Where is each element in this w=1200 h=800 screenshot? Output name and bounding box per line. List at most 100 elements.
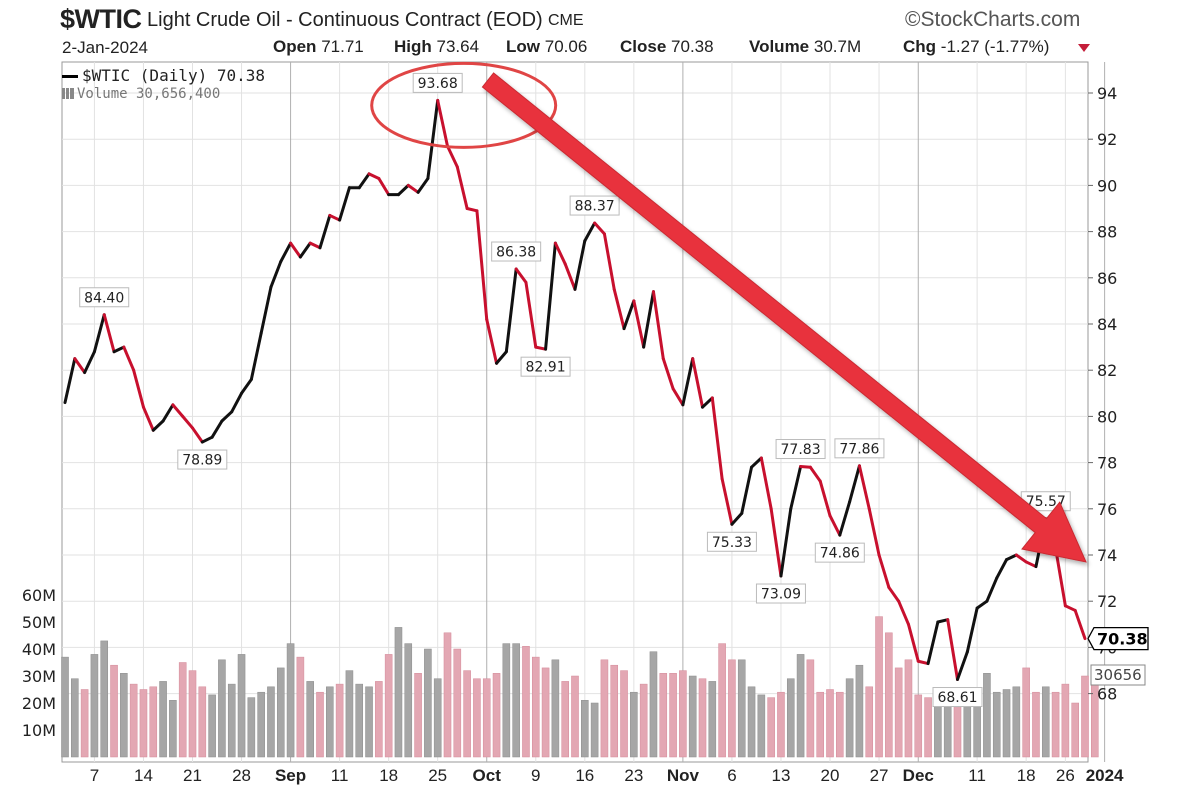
brand-logo[interactable]: ©StockCharts.com <box>905 8 1081 31</box>
x-tick-label: Nov <box>667 766 700 785</box>
x-tick-label: 28 <box>232 766 251 785</box>
price-segment <box>338 186 351 222</box>
x-tick-label: 21 <box>183 766 202 785</box>
price-label-text: 77.86 <box>839 441 879 457</box>
price-segment <box>240 377 253 395</box>
axes: 687072747678808284868890929410M20M30M40M… <box>22 84 1149 785</box>
peak-highlight-circle <box>370 61 558 149</box>
volume-bar <box>355 683 364 758</box>
price-label-text: 75.57 <box>1026 494 1066 510</box>
price-segment <box>926 620 940 666</box>
price-tick-label: 92 <box>1097 130 1117 149</box>
price-segment <box>504 267 518 354</box>
volume-bar <box>159 681 167 758</box>
volume-bar <box>424 648 432 758</box>
price-segment <box>318 213 332 250</box>
price-segment <box>377 176 391 197</box>
price-segment <box>661 357 675 391</box>
price-label-text: 75.33 <box>712 535 752 551</box>
volume-bar <box>473 678 481 758</box>
volume-bar <box>875 616 883 758</box>
price-segment <box>465 207 479 213</box>
price-segment <box>701 396 714 409</box>
price-segment <box>779 507 793 578</box>
volume-bar <box>1032 691 1040 758</box>
volume-bar <box>531 656 540 758</box>
price-label: 88.37 <box>569 195 620 216</box>
price-label: 93.68 <box>412 72 463 93</box>
x-tick-label: 6 <box>727 766 736 785</box>
price-label-box <box>79 287 130 308</box>
symbol-title: $WTIC <box>60 4 142 34</box>
volume-bar <box>826 689 834 758</box>
price-label-box <box>520 356 571 377</box>
volume-tick-label: 60M <box>22 586 56 605</box>
volume-bar <box>757 694 766 758</box>
volume-bar <box>384 654 393 758</box>
x-tick-label: 27 <box>870 766 889 785</box>
volume-bar <box>433 678 442 758</box>
price-segment <box>808 465 822 483</box>
low-value: 70.06 <box>544 37 588 56</box>
downtrend-arrow <box>481 72 1087 563</box>
volume-bar <box>139 689 148 758</box>
price-segment <box>83 350 96 375</box>
low-label: Low <box>506 37 540 56</box>
price-segment <box>671 387 685 407</box>
volume-bar <box>541 667 550 758</box>
price-segment <box>563 262 577 291</box>
price-label-text: 88.37 <box>575 199 615 215</box>
price-segment <box>426 98 440 180</box>
exchange-label: CME <box>548 12 584 29</box>
x-tick-label: 20 <box>821 766 840 785</box>
volume-bar <box>679 670 687 758</box>
volume-bar <box>992 691 1001 758</box>
close-label: Close <box>620 37 667 56</box>
volume-bar <box>198 686 207 758</box>
volume-bar <box>934 702 942 758</box>
price-segment <box>63 357 77 405</box>
price-label-text: 77.83 <box>781 442 821 458</box>
price-segment <box>759 456 773 511</box>
x-tick-label: 11 <box>331 766 349 785</box>
volume-bar <box>659 673 668 758</box>
price-label-text: 73.09 <box>761 587 801 603</box>
price-label: 84.40 <box>79 287 130 308</box>
price-tick-label: 94 <box>1097 84 1117 103</box>
volume-legend-entry[interactable]: Volume 30,656,400 <box>62 86 265 102</box>
price-segment <box>230 391 244 414</box>
price-segment <box>73 357 87 375</box>
price-segment <box>602 232 616 291</box>
x-tick-label: 11 <box>968 766 986 785</box>
grid <box>61 61 1106 763</box>
chart-header: $WTIC Light Crude Oil - Continuous Contr… <box>0 0 1200 62</box>
price-segment <box>544 241 557 351</box>
volume-tick-label: 40M <box>22 640 56 659</box>
x-tick-label: 18 <box>379 766 398 785</box>
price-tick-label: 78 <box>1097 454 1117 473</box>
price-segment <box>92 313 106 354</box>
chart-legend: $WTIC (Daily) 70.38 Volume 30,656,400 <box>62 66 265 102</box>
price-segment <box>279 241 293 264</box>
volume-label: Volume <box>749 37 810 56</box>
quote-date: 2-Jan-2024 <box>62 38 149 57</box>
price-segment <box>995 558 1009 580</box>
volume-bar <box>110 664 118 758</box>
volume-bar <box>276 667 285 758</box>
volume-bar <box>522 646 530 758</box>
volume-bar <box>306 681 314 758</box>
volume-bar <box>267 686 275 758</box>
price-segment <box>1005 553 1018 562</box>
price-segment <box>965 606 979 654</box>
price-label-box <box>775 439 826 460</box>
price-label-box <box>755 583 806 604</box>
price-segment <box>1024 560 1038 569</box>
high-label: High <box>394 37 432 56</box>
open-value: 71.71 <box>321 37 364 56</box>
x-tick-label: 26 <box>1056 766 1075 785</box>
price-legend-entry[interactable]: $WTIC (Daily) 70.38 <box>62 66 265 85</box>
price-segment <box>936 618 950 624</box>
price-segment <box>985 576 999 603</box>
volume-bar <box>375 681 383 758</box>
